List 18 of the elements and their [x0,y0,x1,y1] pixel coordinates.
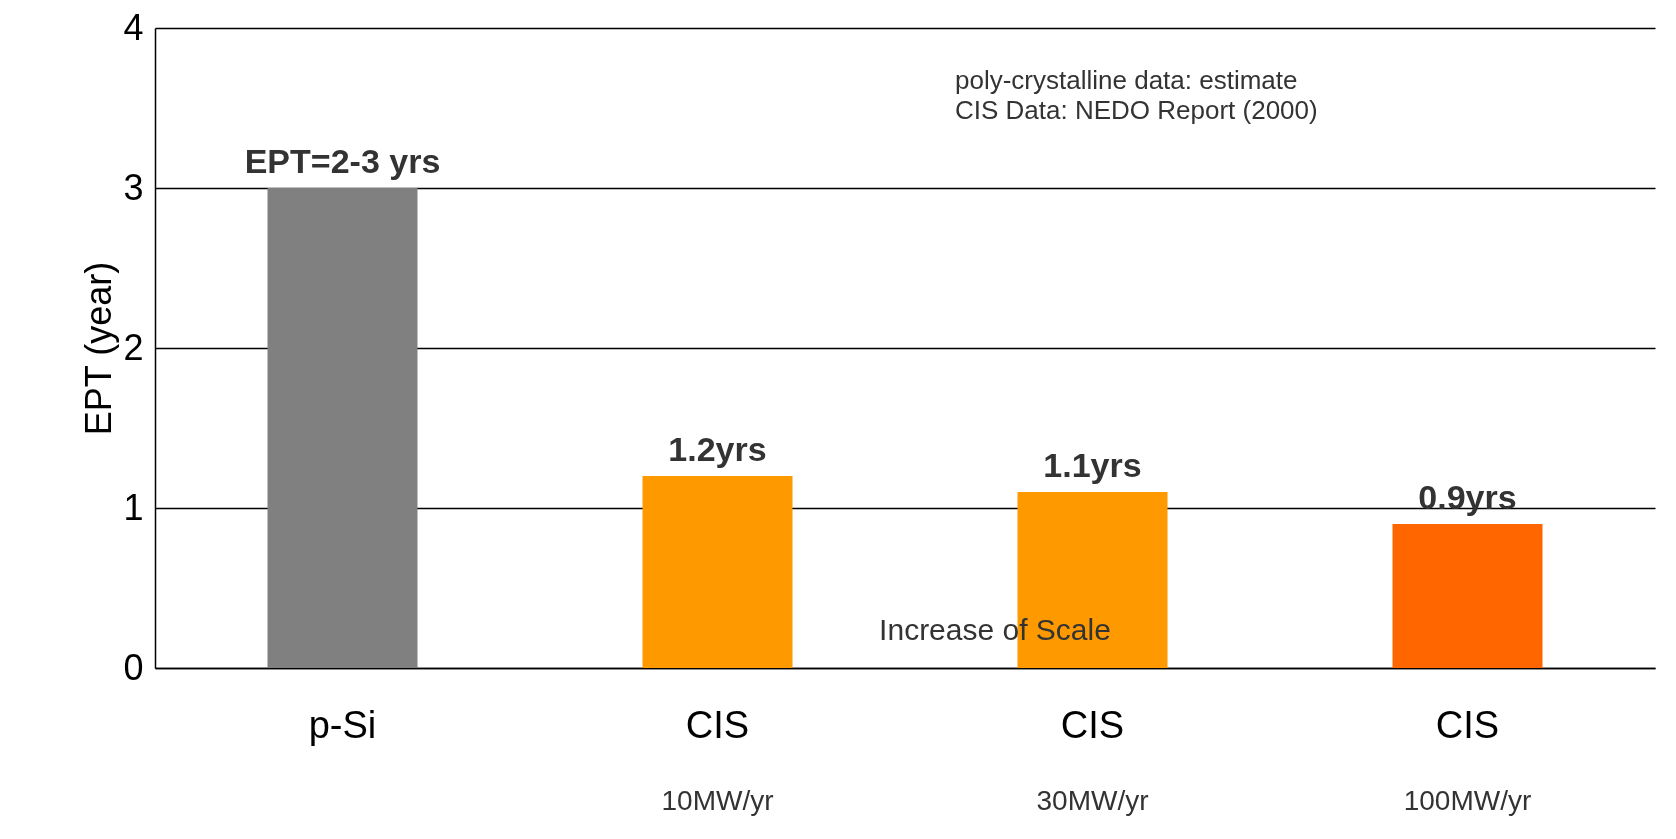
category-label: CIS 100MW/yr [1403,704,1532,816]
y-tick-label: 2 [123,326,144,368]
y-axis-title: EPT (year) [78,261,120,436]
y-tick-label: 0 [123,646,144,688]
x-tick-label: p-Si [308,704,377,746]
y-tick-label: 1 [123,486,144,528]
annotation: poly-crystalline data: estimate CIS Data: NEDO Report (2000) [955,65,1318,125]
bar [642,476,793,668]
category-label: CIS 30MW/yr [1036,704,1149,816]
y-tick-label: 4 [123,6,144,48]
data-label: 0.9yrs [1418,478,1517,516]
data-label: EPT=2-3 yrs [244,142,441,180]
data-label: 1.2yrs [668,430,767,468]
data-label: 1.1yrs [1043,446,1142,484]
bar [1392,524,1543,668]
y-tick-label: 3 [123,166,144,208]
category-label: CIS 10MW/yr [661,704,774,816]
bar [267,188,418,668]
